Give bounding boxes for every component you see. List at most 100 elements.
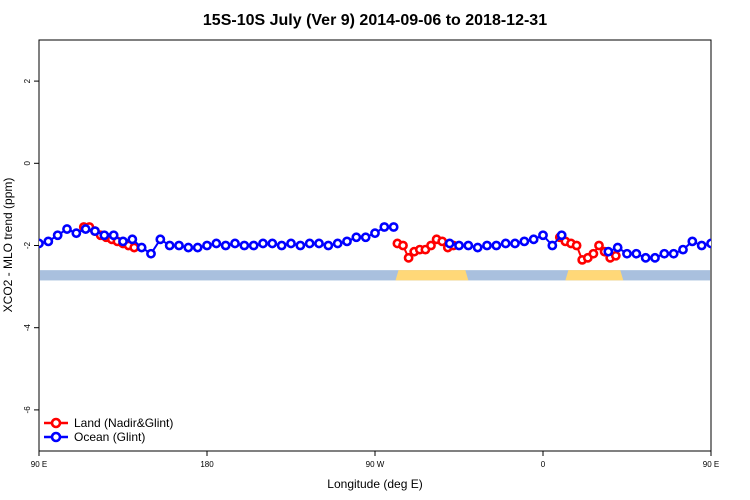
data-point [267,238,278,249]
data-point [220,240,231,251]
y-tick-label: -2 [23,241,32,249]
y-axis-label: XCO2 - MLO trend (ppm) [1,178,15,313]
data-point [510,238,520,249]
x-tick-label: 90 E [703,460,719,469]
data-point [588,248,599,259]
data-point [202,240,212,251]
data-point [351,232,362,243]
data-point [80,224,91,234]
data-point [248,240,259,251]
data-point [717,236,724,243]
x-axis: 90 E 180 90 W 0 90 E [31,451,719,469]
data-point [482,240,492,251]
y-axis: 2 0 -2 -4 -6 [23,78,39,413]
y-tick-label: 0 [23,161,32,166]
land-fill-region [565,270,624,281]
data-point [129,242,140,253]
data-point [668,248,679,259]
data-point [127,234,138,245]
legend-label: Ocean (Glint) [74,430,145,444]
data-point [211,238,222,249]
data-point [323,240,334,251]
data-point [678,244,688,255]
data-point [631,248,642,259]
background-bands [40,270,710,281]
ocean-band [40,270,710,281]
data-point [370,228,380,239]
data-point [71,228,82,239]
data-point [594,240,604,251]
data-point [735,225,742,232]
data-point [164,240,175,251]
data-point [258,238,268,249]
data-point [622,248,632,259]
data-point [610,250,621,261]
data-point [286,238,296,249]
data-point [528,234,539,245]
data-point [519,236,530,247]
data-point [426,240,436,251]
data-point [538,230,548,241]
x-tick-label: 90 W [366,460,385,469]
data-point [696,240,707,251]
data-point [276,240,287,251]
data-point [90,226,100,237]
y-tick-label: 2 [23,78,32,83]
data-point [332,238,343,249]
data-point [52,230,63,241]
data-point [706,238,711,249]
data-point [192,242,203,253]
data-point [571,240,582,251]
series-ocean [39,222,750,263]
data-point [491,240,502,251]
x-tick-label: 180 [200,460,214,469]
data-point [398,240,408,251]
data-point [155,234,166,245]
legend-marker [50,417,62,429]
data-point [39,238,44,249]
data-point [463,240,474,251]
data-point [745,228,750,235]
x-tick-label: 0 [541,460,546,469]
data-point [603,246,614,257]
data-point [726,230,733,237]
data-point [379,222,390,232]
data-point [314,238,324,249]
data-point [454,240,464,251]
legend-marker [50,431,62,443]
y-tick-label: -6 [23,406,32,414]
data-point [146,248,156,259]
legend: Land (Nadir&Glint)Ocean (Glint) [44,416,173,444]
data-point [444,238,455,249]
y-tick-label: -4 [23,324,32,332]
data-point [687,236,698,247]
data-point [43,236,54,247]
land-fill-region [395,270,469,281]
legend-label: Land (Nadir&Glint) [74,416,173,430]
x-tick-label: 90 E [31,460,47,469]
data-point [547,240,558,251]
data-point [659,248,670,259]
data-point [99,230,110,241]
data-point [500,238,511,249]
data-point [342,236,352,247]
data-point [136,242,147,253]
data-point [612,242,623,253]
data-point [388,222,399,232]
data-point [403,252,414,263]
data-point [360,232,371,243]
series-layer [39,222,750,265]
data-point [174,240,184,251]
chart-title: 15S-10S July (Ver 9) 2014-09-06 to 2018-… [203,12,547,29]
data-point [118,236,128,247]
data-point [230,238,240,249]
data-point [183,242,194,253]
data-point [640,252,651,263]
data-point [472,242,483,253]
data-point [108,230,119,241]
data-point [62,224,72,234]
data-point [650,252,660,263]
data-point [239,240,250,251]
data-point [295,240,306,251]
